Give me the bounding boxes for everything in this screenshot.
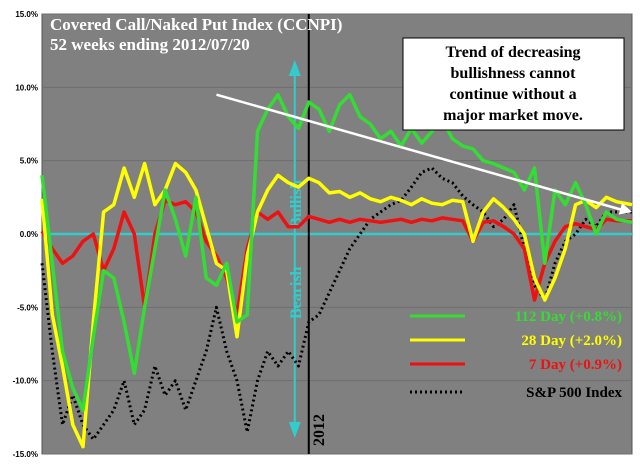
series-line-28-day-2-0 — [40, 161, 633, 449]
y-tick-label: -5.0% — [17, 303, 38, 312]
legend-label-sp500: S&P 500 Index — [526, 385, 622, 401]
y-tick-label: 15.0% — [15, 10, 38, 19]
y-tick-label: 0.0% — [20, 230, 38, 239]
series-line-7-day-0-9 — [40, 198, 632, 317]
legend-label-112-day: 112 Day (+0.8%) — [515, 309, 622, 325]
legend-label-7-day: 7 Day (+0.9%) — [529, 357, 622, 373]
year-label: 2012 — [311, 414, 328, 446]
y-tick-label: -10.0% — [13, 377, 38, 386]
legend-label-28-day: 28 Day (+2.0%) — [521, 333, 622, 349]
y-tick-label: -15.0% — [13, 450, 38, 459]
chart-subtitle: 52 weeks ending 2012/07/20 — [50, 35, 250, 54]
y-tick-label: 10.0% — [15, 83, 38, 92]
y-axis-tick-labels: 15.0% 10.0% 5.0% 0.0% -5.0% -10.0% -15.0% — [13, 10, 38, 459]
arrow-up-head — [288, 60, 301, 76]
annotation-box — [402, 37, 625, 131]
bullish-label: Bullish — [288, 180, 305, 228]
annotation-line-4: major market move. — [443, 107, 583, 124]
annotation-line-2: bullishness cannot — [451, 65, 577, 82]
series-layer — [40, 92, 633, 449]
series-line-112-day-0-8 — [40, 92, 633, 412]
chart-title: Covered Call/Naked Put Index (CCNPI) — [50, 15, 342, 34]
legend: 112 Day (+0.8%) 28 Day (+2.0%) 7 Day (+0… — [410, 309, 622, 401]
arrow-down-head — [288, 422, 301, 438]
bearish-label: Bearish — [288, 266, 305, 319]
annotation-line-1: Trend of decreasing — [445, 44, 580, 61]
trend-line — [216, 93, 627, 213]
annotation-line-3: continue without a — [449, 86, 576, 103]
trend-line-arrowhead — [618, 202, 632, 215]
y-tick-label: 5.0% — [20, 157, 38, 166]
